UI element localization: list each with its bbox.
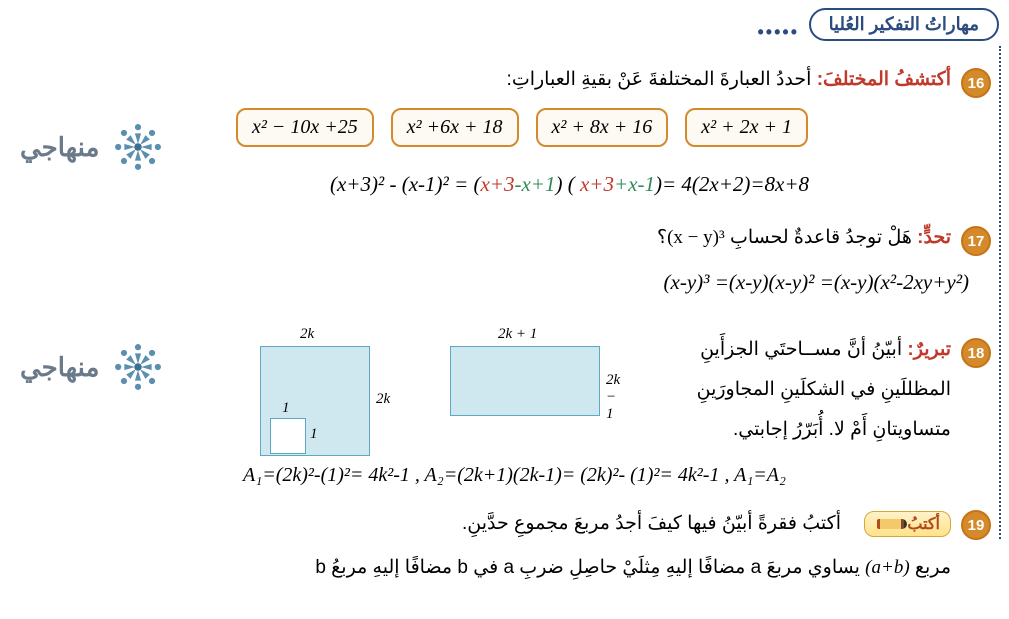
q17-rest-a: هَلْ توجدُ قاعدةٌ لحسابِ [725,227,917,248]
question-17-text: تحدٍّ: هَلْ توجدُ قاعدةٌ لحسابِ (x − y)³… [657,226,951,249]
q16-worked-line: (x+3)² - (x-1)² = (x+3-x+1) ( x+3+x-1)= … [150,172,989,197]
question-16-text: أكتشفُ المختلفَ: أحددُ العبارةَ المختلفة… [507,68,951,91]
q16-p3: -x+1 [514,172,555,196]
expr-box-2: x² +6x + 18 [391,108,519,147]
logo-text: منهاجي [20,352,99,383]
header-dots: ••••• [757,22,799,43]
dim-rect-h: 2k − 1 [606,372,620,423]
q18-rest1: أبيّنُ أنَّ مســاحتَي الجزأَينِ [700,339,907,360]
logo-text: منهاجي [20,132,99,163]
expr-box-4: x² + 2x + 1 [685,108,808,147]
question-18-line2: المظللَينِ في الشكلَينِ المجاورَينِ [631,378,951,401]
dim-2k-right: 2k [376,391,390,408]
q16-p5: x+3 [580,172,614,196]
q17-expr: (x − y)³ [667,227,725,248]
question-number-18: 18 [961,338,991,368]
q16-p6: +x-1 [614,172,655,196]
q17-worked-line: (x-y)³ =(x-y)(x-y)² =(x-y)(x²-2xy+y²) [0,270,969,295]
logo-icon [107,336,169,398]
q19-expr: (a+b) [865,557,909,578]
dim-2k-top: 2k [300,326,314,343]
question-18-line3: متساويتانِ أَمْ لا. أُبَرّرُ إجابتي. [631,418,951,441]
question-19-answer: مربع (a+b) يساوي مربعَ a مضافًا إليهِ مِ… [40,556,951,579]
q18-lead: تبريرٌ: [907,339,951,360]
question-number-17: 17 [961,226,991,256]
pencil-icon [877,519,907,529]
q19-b: يساوي مربعَ a مضافًا إليهِ مِثلَيْ حاصِل… [315,557,865,578]
q19-a: مربع [910,557,951,578]
watermark-logo-1: منهاجي [20,116,169,178]
dim-rect-w: 2k + 1 [498,326,537,343]
watermark-logo-2: منهاجي [20,336,169,398]
dim-1-right: 1 [310,426,318,443]
q16-boxes-row: x² − 10x +25 x² +6x + 18 x² + 8x + 16 x²… [230,108,951,147]
question-number-16: 16 [961,68,991,98]
q17-rest-b: ؟ [657,227,667,248]
q16-lead: أكتشفُ المختلفَ: [817,69,951,90]
section-header-pill: مهاراتُ التفكير العُليا [809,8,999,41]
shapes-container: 2k 2k 1 1 2k + 1 2k − 1 [260,326,620,456]
timeline-dotted [999,46,1001,539]
logo-icon [107,116,169,178]
q16-rest: أحددُ العبارةَ المختلفةَ عَنْ بقيةِ العب… [507,69,817,90]
question-18-line1: تبريرٌ: أبيّنُ أنَّ مســاحتَي الجزأَينِ [631,338,951,361]
q16-p7: )= 4(2x+2)=8x+8 [655,172,809,196]
rectangle-2k [450,346,600,416]
q16-p4: ) ( [555,172,580,196]
q16-p2: x+3 [480,172,514,196]
write-badge-text: أكتبُ [907,514,940,534]
q16-p1: (x+3)² - (x-1)² = ( [330,172,481,196]
question-number-19: 19 [961,510,991,540]
q17-lead: تحدٍّ: [917,227,951,248]
write-badge: أكتبُ [864,511,951,537]
dim-1-top: 1 [282,400,290,417]
expr-box-3: x² + 8x + 16 [536,108,669,147]
inner-square-1 [270,418,306,454]
expr-box-1: x² − 10x +25 [236,108,374,147]
question-19-text: أكتبُ فقرةً أبيّنُ فيها كيفَ أجدُ مربعَ … [462,512,841,535]
q18-worked-line: A₁=(2k)²-(1)²= 4k²-1 , A₂=(2k+1)(2k-1)= … [40,464,989,487]
